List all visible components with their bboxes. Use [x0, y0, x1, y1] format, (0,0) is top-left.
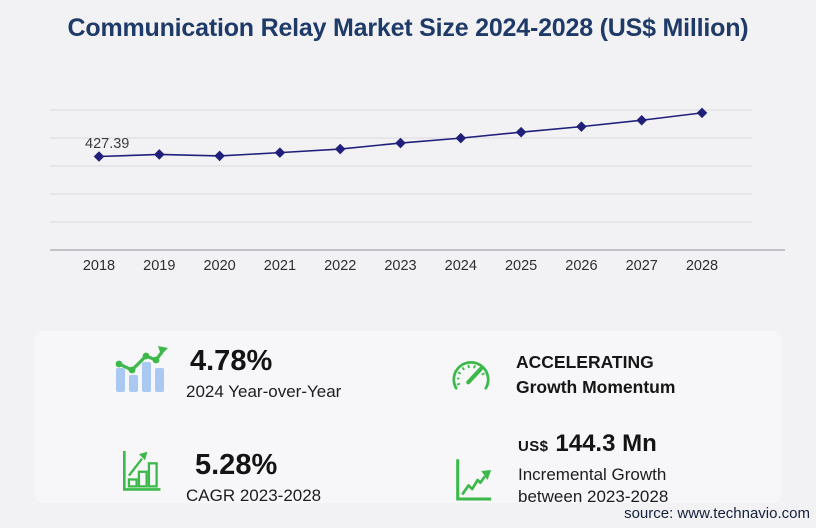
incremental-value: 144.3 Mn [555, 430, 657, 457]
x-tick-label: 2025 [505, 258, 537, 274]
stat-incremental: US$ 144.3 Mn Incremental Growth between … [455, 430, 668, 508]
momentum-status: ACCELERATING [516, 352, 654, 372]
data-point [274, 147, 286, 158]
line-growth-icon [455, 458, 493, 507]
x-tick-label: 2022 [324, 258, 356, 274]
series-line [98, 112, 703, 158]
x-tick-label: 2027 [626, 258, 658, 274]
x-tick-label: 2028 [686, 258, 718, 274]
data-point [154, 149, 165, 160]
cagr-label: CAGR 2023-2028 [186, 486, 322, 506]
data-point [515, 126, 527, 138]
market-line-chart: 2018 2019 2020 2021 2022 2023 2024 2025 2026 2027… [50, 107, 785, 274]
stat-momentum: ACCELERATING Growth Momentum [448, 350, 675, 400]
first-point-data-label: 427.39 [85, 136, 129, 152]
page-title: Communication Relay Market Size 2024-202… [67, 14, 749, 42]
speedometer-icon [448, 357, 494, 400]
data-point [395, 137, 406, 149]
currency-label: US$ [518, 438, 549, 455]
data-point [334, 143, 346, 155]
incremental-label-line2: between 2023-2028 [518, 487, 669, 507]
stat-yoy: 4.78% 2024 Year-over-Year [112, 346, 341, 403]
yoy-value: 4.78% [190, 345, 273, 377]
x-tick-label: 2023 [384, 258, 416, 274]
bar-growth-icon [122, 450, 162, 497]
data-point [696, 107, 708, 119]
source-attribution: source: www.technavio.com [624, 505, 810, 522]
yoy-label: 2024 Year-over-Year [186, 382, 342, 402]
stat-cagr: 5.28% CAGR 2023-2028 [122, 450, 321, 507]
incremental-label-line1: Incremental Growth [518, 465, 667, 484]
momentum-label: Growth Momentum [516, 377, 676, 397]
data-point [636, 114, 647, 126]
data-point [576, 121, 587, 132]
x-tick-label: 2024 [445, 258, 477, 274]
incremental-value-row: US$ 144.3 Mn [518, 430, 668, 458]
cagr-value: 5.28% [195, 449, 278, 481]
x-tick-label: 2019 [143, 258, 175, 274]
data-point [455, 132, 467, 144]
x-tick-label: 2026 [565, 258, 597, 274]
x-tick-label: 2020 [203, 258, 235, 274]
bar-chart-trend-icon [112, 346, 170, 399]
data-point [214, 150, 225, 162]
data-point [93, 151, 105, 162]
x-tick-label: 2018 [83, 258, 115, 274]
x-tick-label: 2021 [264, 258, 296, 274]
